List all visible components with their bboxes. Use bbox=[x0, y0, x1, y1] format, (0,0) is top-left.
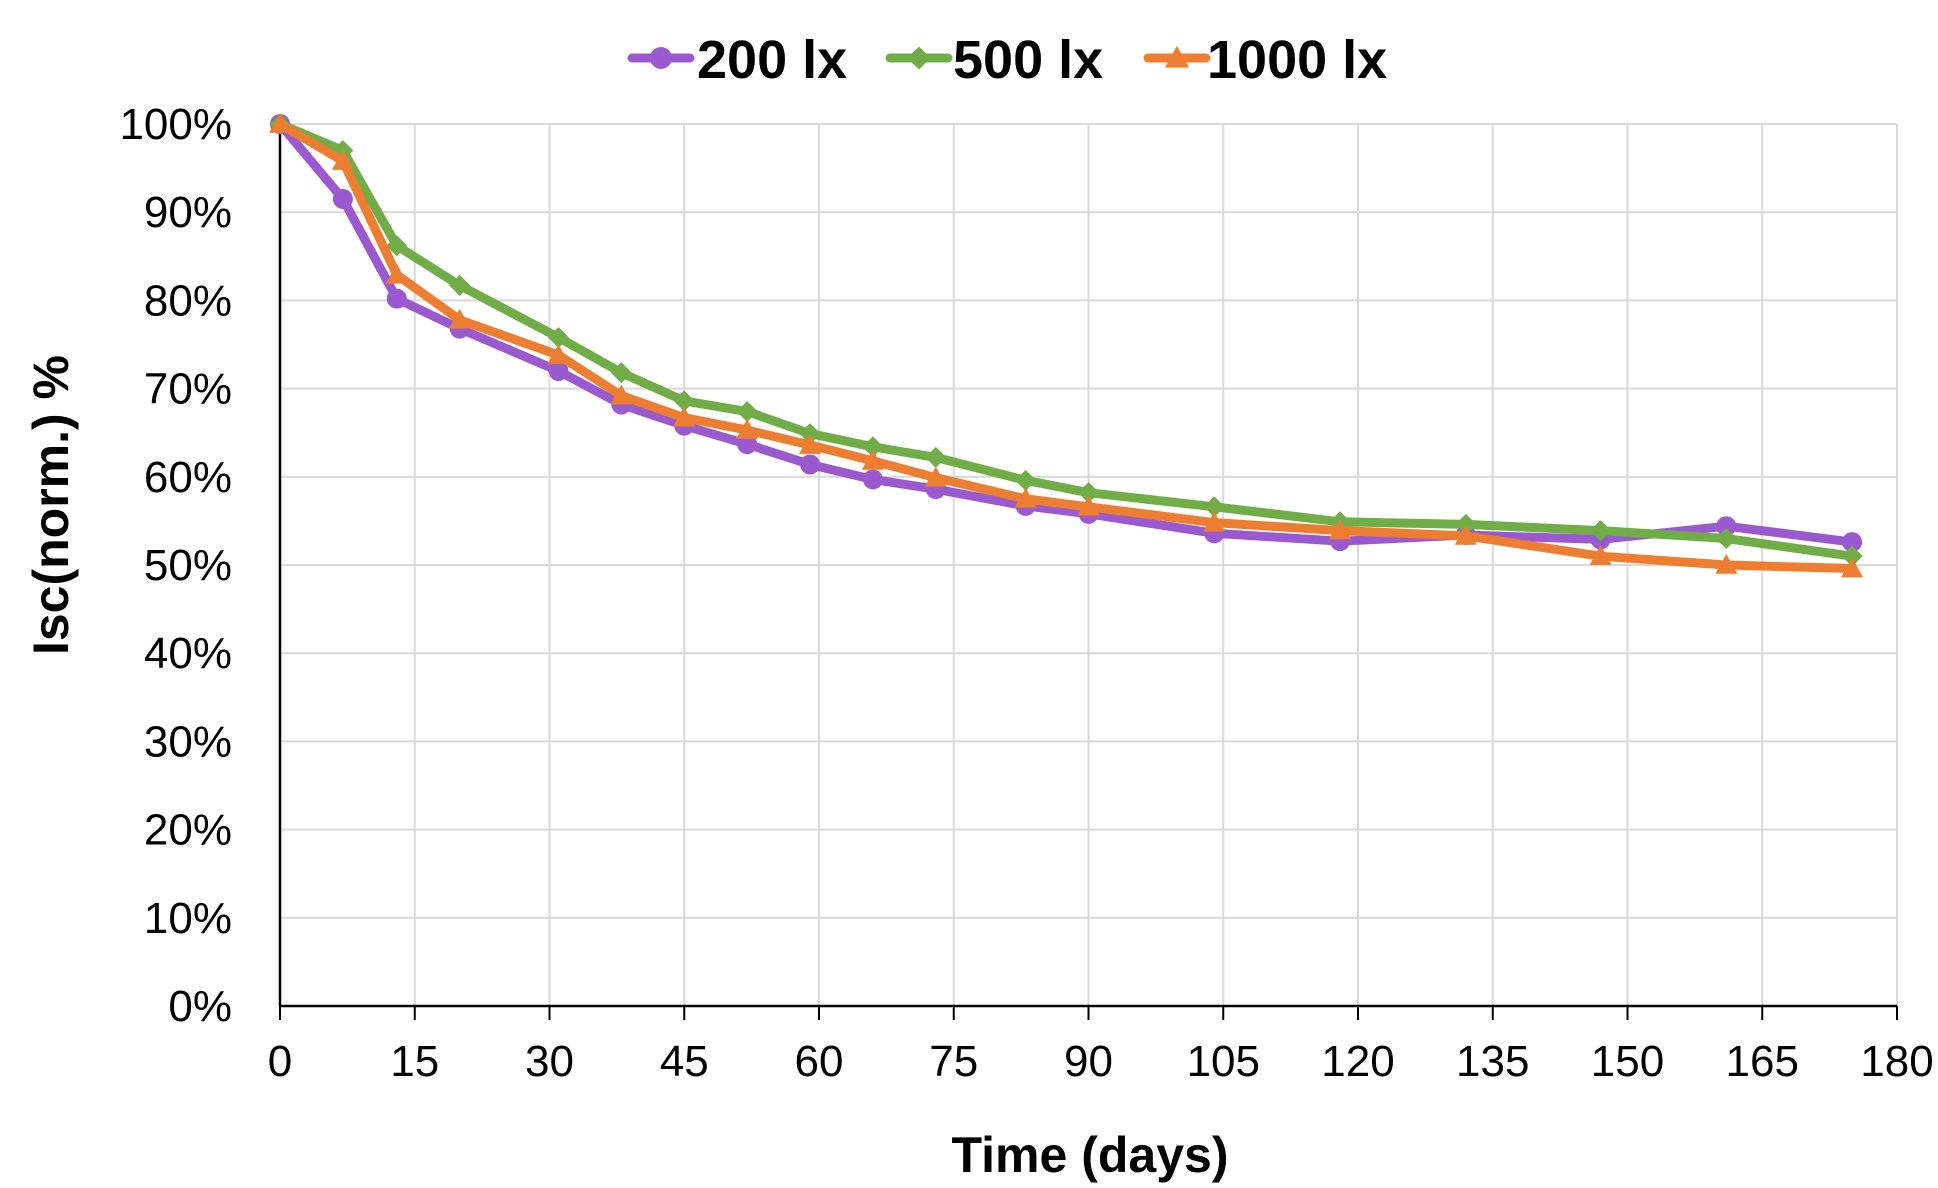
data-point-500-lx bbox=[1715, 528, 1737, 550]
data-point-500-lx bbox=[736, 401, 758, 423]
data-point-1000-lx bbox=[448, 308, 471, 329]
data-point-500-lx bbox=[925, 446, 947, 468]
data-point-1000-lx bbox=[1329, 519, 1352, 540]
data-point-200-lx bbox=[737, 434, 758, 455]
y-tick-label: 100% bbox=[119, 100, 232, 149]
data-point-500-lx bbox=[449, 274, 471, 296]
data-point-500-lx bbox=[610, 362, 632, 384]
x-tick-label: 15 bbox=[390, 1037, 439, 1086]
legend-label: 200 lx bbox=[697, 30, 847, 90]
data-point-500-lx bbox=[1841, 545, 1863, 567]
series-line bbox=[275, 119, 1857, 547]
data-point-500-lx bbox=[1203, 496, 1225, 518]
x-tick-label: 30 bbox=[525, 1037, 574, 1086]
legend: 200 lx 500 lx 1000 lx bbox=[627, 30, 1387, 90]
data-point-1000-lx bbox=[1715, 554, 1738, 574]
data-point-1000-lx bbox=[1014, 487, 1037, 508]
tick-labels: 0% 10% 20% 30% 40% 50% 60% 70% 80% 90% 100% 0 15 30 45… bbox=[119, 100, 1933, 1086]
x-tick-label: 0 bbox=[268, 1037, 292, 1086]
legend-item-500-lx: 500 lx bbox=[885, 30, 1103, 90]
legend-item-200-lx: 200 lx bbox=[627, 30, 847, 90]
grid-lines bbox=[280, 123, 1898, 1006]
x-tick-label: 105 bbox=[1187, 1037, 1260, 1086]
series-1000-lx bbox=[269, 113, 1864, 578]
y-tick-label: 90% bbox=[144, 188, 232, 237]
data-point-1000-lx bbox=[924, 466, 947, 487]
legend-marker bbox=[907, 46, 931, 70]
data-point-500-lx bbox=[862, 436, 884, 458]
data-point-200-lx bbox=[1842, 532, 1863, 553]
data-point-500-lx bbox=[1078, 482, 1099, 504]
data-point-500-lx bbox=[1455, 513, 1477, 535]
y-tick-label: 80% bbox=[144, 276, 232, 325]
legend-label: 1000 lx bbox=[1207, 30, 1387, 90]
data-point-500-lx bbox=[547, 326, 569, 348]
y-tick-label: 60% bbox=[144, 453, 232, 502]
data-point-1000-lx bbox=[1589, 545, 1612, 565]
data-point-200-lx bbox=[548, 360, 569, 381]
y-tick-label: 0% bbox=[168, 982, 232, 1031]
x-tick-label: 45 bbox=[660, 1037, 709, 1086]
data-point-1000-lx bbox=[1077, 495, 1100, 516]
data-point-500-lx bbox=[1015, 469, 1037, 491]
data-point-1000-lx bbox=[799, 434, 822, 454]
x-tick-label: 120 bbox=[1321, 1037, 1394, 1086]
data-series bbox=[269, 113, 1864, 578]
y-tick-label: 50% bbox=[144, 541, 232, 590]
x-axis-title: Time (days) bbox=[952, 1127, 1229, 1183]
x-tick-label: 75 bbox=[929, 1037, 978, 1086]
x-tick-label: 60 bbox=[795, 1037, 844, 1086]
data-point-1000-lx bbox=[547, 344, 570, 364]
x-tick-label: 150 bbox=[1591, 1037, 1664, 1086]
data-point-500-lx bbox=[1590, 520, 1612, 542]
x-tick-label: 135 bbox=[1456, 1037, 1529, 1086]
legend-label: 500 lx bbox=[953, 30, 1103, 90]
y-tick-label: 70% bbox=[144, 365, 232, 414]
y-tick-label: 40% bbox=[144, 629, 232, 678]
legend-marker bbox=[1164, 45, 1190, 68]
series-line bbox=[275, 119, 1857, 574]
data-point-500-lx bbox=[673, 390, 695, 412]
x-tick-label: 90 bbox=[1064, 1037, 1113, 1086]
data-point-200-lx bbox=[1716, 516, 1737, 537]
data-point-1000-lx bbox=[331, 150, 354, 170]
x-tick-label: 165 bbox=[1726, 1037, 1799, 1086]
y-axis-title: Isc(norm.) % bbox=[23, 355, 79, 655]
x-tick-label: 180 bbox=[1860, 1037, 1933, 1086]
data-point-1000-lx bbox=[269, 113, 291, 133]
data-point-1000-lx bbox=[861, 449, 884, 470]
data-point-500-lx bbox=[799, 423, 821, 445]
data-point-1000-lx bbox=[673, 406, 696, 427]
data-point-200-lx bbox=[386, 288, 407, 309]
axes bbox=[278, 124, 1898, 1020]
data-point-1000-lx bbox=[385, 263, 408, 284]
legend-marker bbox=[650, 47, 672, 69]
data-point-200-lx bbox=[862, 469, 883, 490]
data-point-200-lx bbox=[332, 188, 353, 209]
legend-item-1000-lx: 1000 lx bbox=[1143, 30, 1387, 90]
data-point-1000-lx bbox=[610, 384, 633, 405]
data-point-1000-lx bbox=[1203, 511, 1226, 532]
data-point-200-lx bbox=[800, 454, 821, 475]
y-tick-label: 20% bbox=[144, 806, 232, 855]
y-tick-label: 30% bbox=[144, 717, 232, 766]
y-tick-label: 10% bbox=[144, 894, 232, 943]
data-point-500-lx bbox=[386, 235, 408, 257]
data-point-1000-lx bbox=[1841, 557, 1864, 578]
series-500-lx bbox=[269, 113, 1863, 567]
data-point-1000-lx bbox=[1454, 524, 1477, 545]
data-point-1000-lx bbox=[736, 419, 759, 439]
